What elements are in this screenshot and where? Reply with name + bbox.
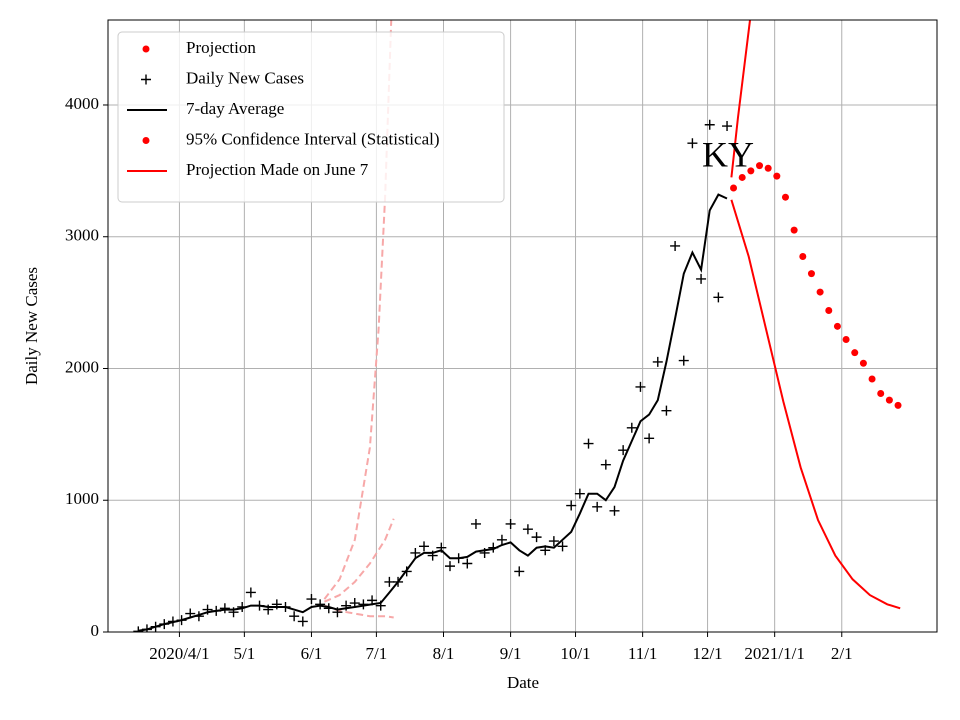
- case-marker: [531, 532, 542, 543]
- case-marker: [548, 536, 559, 547]
- legend-label: 7-day Average: [186, 99, 284, 118]
- series-line: [138, 193, 728, 632]
- x-tick-label: 10/1: [560, 644, 590, 663]
- case-marker: [609, 505, 620, 516]
- x-tick-label: 2021/1/1: [744, 644, 804, 663]
- case-marker: [652, 356, 663, 367]
- case-marker: [557, 541, 568, 552]
- case-marker: [410, 547, 421, 558]
- x-axis-label: Date: [507, 673, 539, 692]
- case-marker: [306, 594, 317, 605]
- plot-area: [133, 20, 902, 632]
- projection-point: [747, 167, 755, 175]
- case-marker: [514, 566, 525, 577]
- projection-point: [738, 173, 746, 181]
- x-tick-label: 5/1: [233, 644, 255, 663]
- case-marker: [678, 355, 689, 366]
- case-marker: [419, 541, 430, 552]
- case-marker: [496, 534, 507, 545]
- projection-point: [825, 307, 833, 315]
- case-marker: [583, 438, 594, 449]
- case-marker: [505, 518, 516, 529]
- legend: Projection Daily New Cases 7-day Average 95…: [117, 31, 505, 203]
- x-tick-label: 8/1: [433, 644, 455, 663]
- case-marker: [566, 500, 577, 511]
- case-marker: [462, 558, 473, 569]
- case-marker: [470, 518, 481, 529]
- x-tick-label: 7/1: [366, 644, 388, 663]
- case-marker: [687, 138, 698, 149]
- case-marker: [704, 119, 715, 130]
- projection-point: [859, 359, 867, 367]
- projection-point: [842, 336, 850, 344]
- case-marker: [696, 273, 707, 284]
- legend-marker: [141, 74, 151, 85]
- projection-point: [851, 349, 859, 357]
- case-marker: [661, 405, 672, 416]
- y-axis-label: Daily New Cases: [22, 267, 41, 385]
- legend-marker: [142, 137, 150, 144]
- x-tick-label: 6/1: [301, 644, 323, 663]
- series-line: [730, 199, 901, 610]
- case-marker: [713, 292, 724, 303]
- projection-point: [868, 375, 876, 383]
- case-marker: [444, 561, 455, 572]
- axes-frame: [107, 19, 938, 633]
- case-marker: [618, 445, 629, 456]
- annotation: KY: [702, 134, 754, 174]
- case-marker: [600, 459, 611, 470]
- x-tick-label: 11/1: [628, 644, 658, 663]
- legend-label: Daily New Cases: [186, 68, 304, 87]
- projection-point: [833, 322, 841, 330]
- legend-box: [117, 31, 505, 203]
- projection-point: [877, 390, 885, 398]
- legend-label: Projection Made on June 7: [186, 160, 369, 179]
- series-line: [730, 20, 752, 178]
- projection-point: [894, 401, 902, 409]
- case-marker: [592, 501, 603, 512]
- projection-point: [730, 184, 738, 192]
- projection-point: [764, 164, 772, 172]
- projection-point: [790, 226, 798, 234]
- case-marker: [297, 616, 308, 627]
- y-tick-label: 1000: [65, 489, 99, 508]
- projection-point: [816, 288, 824, 296]
- legend-label: 95% Confidence Interval (Statistical): [186, 129, 440, 148]
- projection-point: [781, 193, 789, 201]
- x-tick-label: 2020/4/1: [149, 644, 209, 663]
- case-marker: [133, 626, 144, 632]
- case-marker: [522, 524, 533, 535]
- case-marker: [644, 433, 655, 444]
- case-marker: [574, 488, 585, 499]
- case-marker: [219, 603, 230, 614]
- projection-point: [799, 252, 807, 260]
- series-line: [324, 518, 395, 603]
- case-marker: [670, 240, 681, 251]
- y-tick-label: 2000: [65, 357, 99, 376]
- case-marker: [384, 576, 395, 587]
- projection-point: [807, 270, 815, 278]
- y-tick-label: 4000: [65, 94, 99, 113]
- case-marker: [635, 381, 646, 392]
- case-marker: [315, 599, 326, 610]
- y-tick-label: 3000: [65, 226, 99, 245]
- case-marker: [722, 121, 733, 132]
- projection-point: [773, 172, 781, 180]
- case-marker: [289, 611, 300, 622]
- legend-marker: [142, 45, 150, 53]
- case-marker: [626, 422, 637, 433]
- x-tick-label: 9/1: [500, 644, 522, 663]
- projection-point: [885, 396, 893, 404]
- case-marker: [245, 587, 256, 598]
- projection-point: [756, 162, 764, 170]
- y-tick-label: 0: [91, 621, 100, 640]
- ticks: 2020/4/1 5/1 6/1 7/1 8/1 9/1 10/1 11/1 12/1 2021/…: [65, 94, 853, 663]
- x-tick-label: 2/1: [831, 644, 853, 663]
- x-tick-label: 12/1: [692, 644, 722, 663]
- legend-label: Projection: [186, 38, 256, 57]
